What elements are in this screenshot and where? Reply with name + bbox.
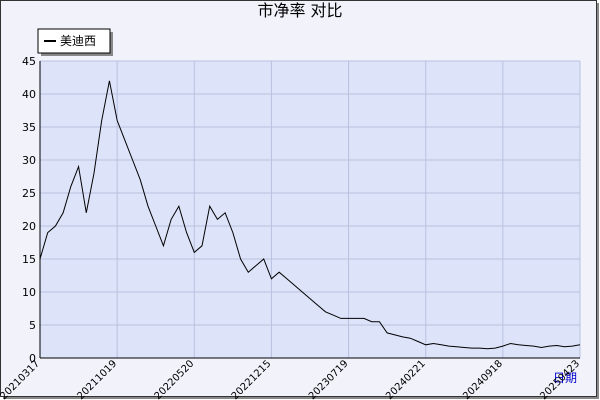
legend-label: 美迪西 — [60, 34, 96, 48]
y-tick-label: 5 — [29, 319, 36, 332]
y-tick-label: 15 — [22, 253, 36, 266]
y-tick-label: 30 — [22, 154, 36, 167]
y-tick-label: 20 — [22, 220, 36, 233]
x-axis-label: 日期 — [553, 371, 577, 385]
y-tick-label: 10 — [22, 286, 36, 299]
plot-area — [40, 61, 580, 358]
y-tick-label: 40 — [22, 88, 36, 101]
y-tick-label: 25 — [22, 187, 36, 200]
y-tick-label: 35 — [22, 121, 36, 134]
y-tick-label: 0 — [29, 352, 36, 365]
line-series — [39, 80, 581, 350]
chart-title: 市净率 对比 — [257, 1, 342, 20]
y-tick-label: 45 — [22, 55, 36, 68]
